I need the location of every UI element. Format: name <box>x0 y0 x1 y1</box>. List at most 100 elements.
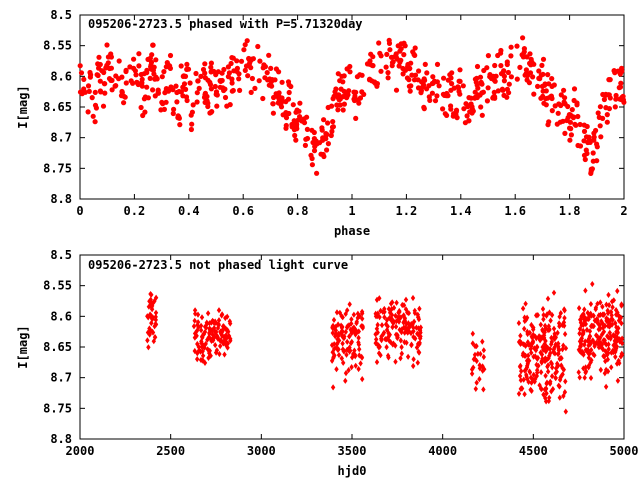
data-point <box>561 342 566 349</box>
data-point <box>210 317 215 324</box>
data-point <box>209 109 215 115</box>
data-point <box>558 310 563 317</box>
data-point <box>103 65 109 71</box>
data-point <box>202 344 207 351</box>
data-point <box>591 351 596 358</box>
data-point <box>492 94 498 100</box>
data-point <box>529 349 534 356</box>
data-point <box>324 131 330 138</box>
data-point <box>360 310 365 317</box>
data-point <box>418 85 424 91</box>
data-point <box>208 352 213 359</box>
data-point <box>517 372 523 379</box>
data-point <box>184 61 190 67</box>
data-point <box>539 351 545 358</box>
data-point <box>429 90 435 96</box>
data-point <box>319 127 325 133</box>
x-tick-label: 0.6 <box>232 204 254 218</box>
y-tick-label: 8.5 <box>50 248 72 262</box>
data-point <box>582 306 587 313</box>
data-point <box>615 287 620 295</box>
data-point <box>228 337 233 344</box>
data-point <box>344 351 349 358</box>
data-point <box>80 89 86 95</box>
data-point <box>601 328 607 335</box>
data-point <box>222 351 227 358</box>
data-point <box>581 365 586 372</box>
data-point <box>194 332 199 339</box>
data-point <box>194 90 200 96</box>
data-point <box>443 93 450 99</box>
data-point <box>532 376 538 383</box>
x-tick-label: 4000 <box>428 444 457 458</box>
data-point <box>554 368 559 375</box>
data-point <box>464 113 470 119</box>
data-point <box>549 312 555 319</box>
data-point <box>541 311 546 319</box>
data-point <box>538 95 544 101</box>
data-point <box>588 374 594 382</box>
data-point <box>571 97 577 104</box>
data-point <box>563 378 568 385</box>
data-point <box>581 128 588 134</box>
data-point <box>183 86 189 92</box>
data-point <box>104 42 110 48</box>
data-point <box>561 87 567 93</box>
data-point <box>615 377 621 384</box>
data-point <box>217 350 222 358</box>
data-point <box>508 74 514 80</box>
data-point <box>543 385 549 392</box>
data-point <box>601 353 606 360</box>
data-point <box>184 97 190 104</box>
data-point <box>440 106 446 112</box>
axis-ticks: 2000 2500 3000 3500 4000 4500 5000 8.5 8.55 8.6 8.… <box>43 248 638 458</box>
data-point <box>522 341 527 348</box>
data-point <box>565 103 571 110</box>
data-point <box>582 156 588 163</box>
data-point <box>218 337 223 344</box>
data-point <box>545 295 551 302</box>
data-point <box>613 320 618 327</box>
data-point <box>357 352 362 359</box>
data-point <box>518 340 523 347</box>
data-point <box>309 155 315 162</box>
data-point <box>426 83 432 89</box>
data-point <box>222 94 229 101</box>
data-point <box>136 51 142 57</box>
data-point <box>583 134 590 140</box>
data-point <box>534 361 539 368</box>
data-point <box>276 90 282 96</box>
data-point <box>606 92 612 98</box>
data-point <box>146 344 151 351</box>
data-point <box>216 307 222 314</box>
data-point <box>412 309 418 317</box>
data-point <box>579 322 584 329</box>
data-point <box>556 362 561 369</box>
data-point <box>385 70 391 76</box>
x-tick-label: 1.6 <box>504 204 526 218</box>
data-point <box>581 327 586 334</box>
data-point <box>519 368 524 375</box>
data-point <box>522 325 527 332</box>
data-point <box>472 89 478 95</box>
data-point <box>202 99 208 105</box>
data-point <box>590 150 596 156</box>
y-tick-label: 8.8 <box>50 432 72 446</box>
data-point <box>167 52 174 59</box>
data-point <box>588 301 594 308</box>
x-tick-label: 3000 <box>247 444 276 458</box>
data-point <box>527 329 532 336</box>
data-point <box>595 300 600 307</box>
data-point <box>353 115 359 121</box>
data-point <box>343 310 348 317</box>
data-point <box>153 74 159 80</box>
data-point <box>86 88 92 94</box>
data-point <box>376 40 382 46</box>
data-point <box>78 70 85 76</box>
data-point <box>588 359 593 366</box>
data-point <box>609 312 614 319</box>
data-point <box>576 369 581 376</box>
data-point <box>522 314 527 321</box>
data-point <box>340 346 346 353</box>
data-point <box>108 54 114 60</box>
